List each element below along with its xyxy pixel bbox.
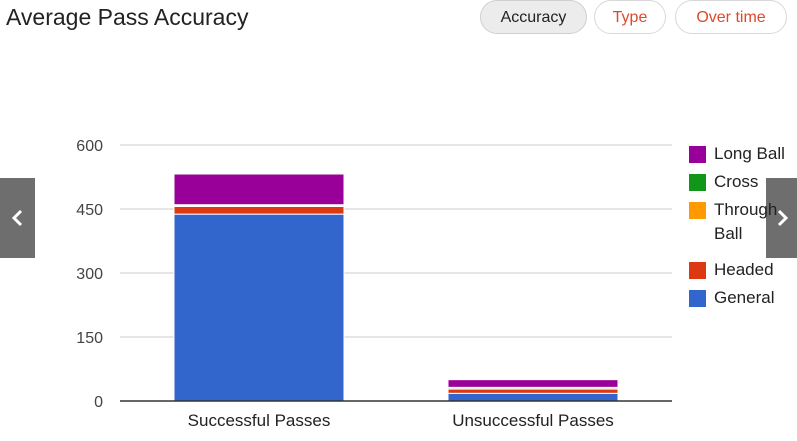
legend-label: Through Ball: [714, 200, 778, 243]
bar-stack: [447, 379, 619, 402]
y-tick-label: 150: [76, 330, 103, 347]
chevron-left-icon: [11, 209, 22, 227]
y-axis-ticks: 0 150 300 450 600: [76, 138, 103, 411]
x-category-label: Successful Passes: [188, 411, 331, 430]
tab-type[interactable]: Type: [594, 0, 666, 34]
tab-over-time[interactable]: Over time: [675, 0, 787, 34]
legend-swatch: [689, 174, 706, 191]
legend-swatch: [689, 202, 706, 219]
legend-label: Cross: [714, 172, 759, 191]
bar-segment-long-ball[interactable]: [173, 173, 345, 206]
legend-swatch: [689, 290, 706, 307]
bar-stack: [173, 173, 345, 402]
previous-chart-button[interactable]: [0, 178, 35, 258]
legend-swatch: [689, 146, 706, 163]
bar-segment-long-ball[interactable]: [447, 379, 619, 388]
bar-segment-headed[interactable]: [447, 388, 619, 394]
x-axis-labels: Successful Passes Unsuccessful Passes: [188, 411, 614, 430]
y-tick-label: 600: [76, 138, 103, 155]
legend-label: Long Ball: [714, 144, 785, 163]
tab-accuracy[interactable]: Accuracy: [480, 0, 587, 34]
legend-swatch: [689, 262, 706, 279]
bar-segment-general[interactable]: [173, 213, 345, 402]
y-tick-label: 300: [76, 266, 103, 283]
x-category-label: Unsuccessful Passes: [452, 411, 614, 430]
y-tick-label: 0: [94, 394, 103, 411]
chevron-right-icon: [777, 209, 788, 227]
y-tick-label: 450: [76, 202, 103, 219]
legend-label: Headed: [714, 260, 774, 279]
next-chart-button[interactable]: [766, 178, 797, 258]
bar-segment-headed[interactable]: [173, 205, 345, 215]
legend-label: General: [714, 288, 775, 307]
chart-title: Average Pass Accuracy: [6, 4, 249, 30]
bars: [173, 173, 619, 402]
bar-segment-general[interactable]: [447, 392, 619, 402]
